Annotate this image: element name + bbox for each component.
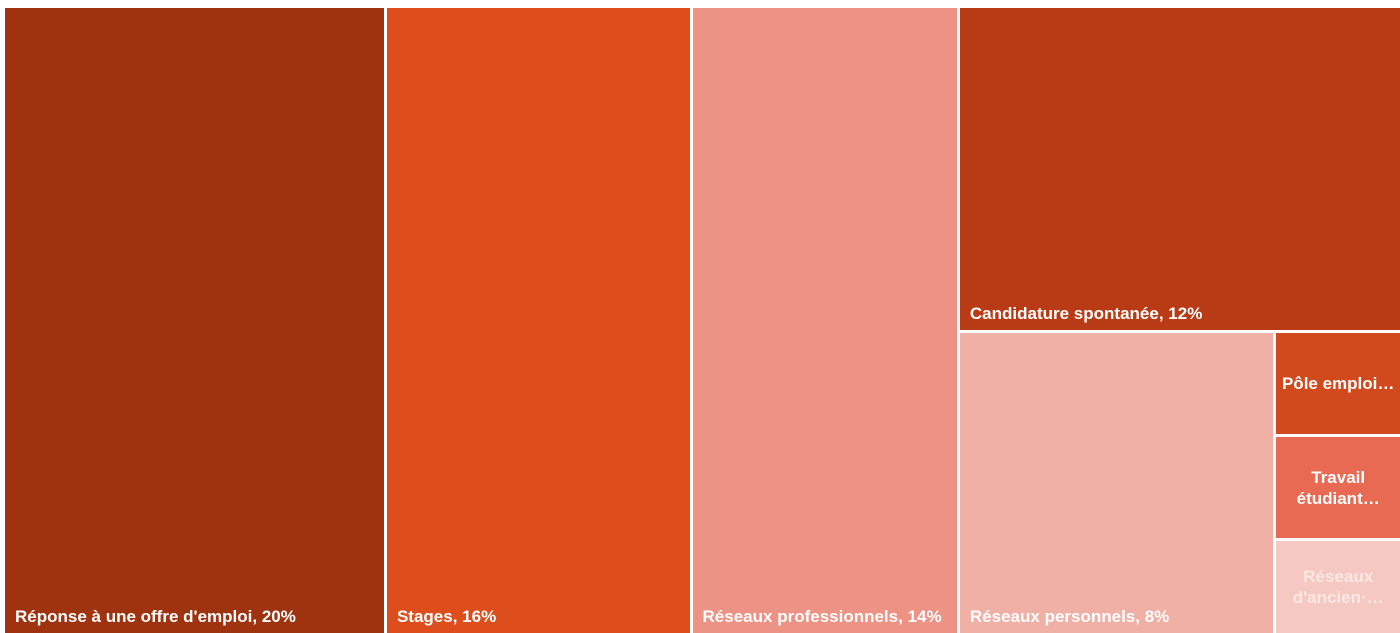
category-name: Candidature spontanée [969, 303, 1159, 323]
tile: Réseaux personnels, 8% [959, 332, 1274, 633]
category-name: Réseaux d'ancien·… [1292, 567, 1384, 608]
tile-label: Réseaux professionnels, 14% [702, 607, 942, 626]
value-label: 8% [1144, 606, 1170, 626]
category-name: Réseaux professionnels [702, 607, 899, 626]
category-name: Travail étudiant… [1296, 467, 1380, 508]
category-name: Stages [396, 607, 453, 626]
tile: Réseaux professionnels, 14% [692, 8, 957, 633]
category-name: Réseaux personnels [969, 606, 1136, 626]
tile: Stages, 16% [386, 8, 690, 633]
tile: Réponse à une offre d'emploi, 20% [5, 8, 384, 633]
tile-label: Travail étudiant… [1280, 467, 1396, 509]
tile-label: Candidature spontanée, 12% [969, 303, 1203, 323]
category-name: Pôle emploi… [1281, 373, 1395, 393]
tile: Réseaux d'ancien·… [1276, 541, 1400, 633]
value-label: 20% [261, 607, 296, 626]
tile-label: Pôle emploi… [1282, 373, 1394, 394]
tile-label: Réseaux personnels, 8% [969, 606, 1170, 626]
tile-label: Stages, 16% [396, 607, 497, 626]
category-name: Réponse à une offre d'emploi [15, 607, 253, 626]
tile: Candidature spontanée, 12% [959, 8, 1400, 330]
value-label: 16% [462, 607, 497, 626]
tile: Pôle emploi… [1276, 332, 1400, 435]
value-label: 12% [1168, 303, 1203, 323]
tile-label: Réponse à une offre d'emploi, 20% [15, 607, 296, 626]
tile: Travail étudiant… [1276, 437, 1400, 539]
tile-label: Réseaux d'ancien·… [1280, 566, 1396, 608]
value-label: 14% [907, 607, 942, 626]
